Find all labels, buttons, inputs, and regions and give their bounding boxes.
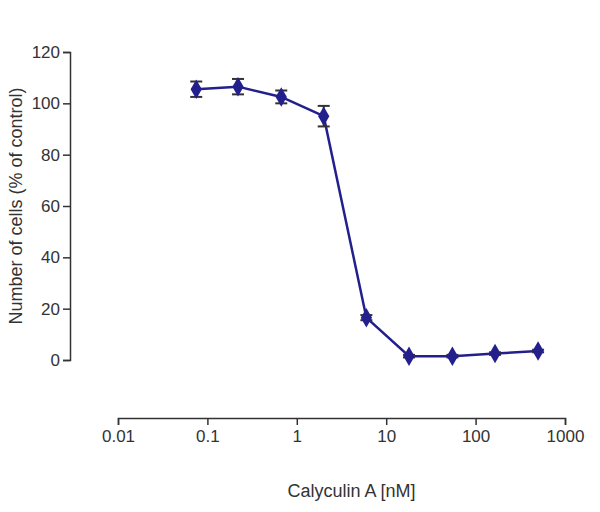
x-axis: 0.01 0.1 1 10 100 1000 <box>102 418 584 446</box>
y-tick-mark <box>63 360 70 362</box>
x-tick: 0.01 <box>102 418 135 446</box>
y-tick: 100 <box>32 94 70 113</box>
error-bar <box>318 106 330 127</box>
y-tick: 40 <box>41 248 70 267</box>
x-axis-title: Calyculin A [nM] <box>287 481 415 501</box>
x-tick-mark <box>207 418 209 425</box>
data-point <box>276 87 287 107</box>
x-tick: 1 <box>293 418 302 446</box>
y-tick-label: 100 <box>32 94 60 113</box>
y-tick-mark <box>63 257 70 259</box>
x-axis-line <box>119 419 566 426</box>
x-tick: 0.1 <box>196 418 220 446</box>
x-tick-mark <box>565 418 567 425</box>
y-axis-line <box>63 53 71 361</box>
x-tick-label: 1 <box>293 427 302 446</box>
x-tick: 1000 <box>547 418 585 446</box>
y-tick: 80 <box>41 146 70 165</box>
data-point <box>191 79 202 99</box>
plot-area <box>190 77 544 366</box>
y-tick: 60 <box>41 197 70 216</box>
y-tick-label: 40 <box>41 248 60 267</box>
chart: 0 20 40 60 80 100 120 0.01 0.1 1 10 100 1000 Calyculi… <box>0 0 600 512</box>
data-point <box>447 346 458 366</box>
y-tick-label: 0 <box>51 351 60 370</box>
x-tick-label: 0.01 <box>102 427 135 446</box>
data-point <box>232 77 243 97</box>
x-tick-label: 100 <box>462 427 490 446</box>
y-tick-mark <box>63 308 70 310</box>
x-tick: 10 <box>377 418 396 446</box>
y-tick: 20 <box>41 300 70 319</box>
data-point <box>318 106 329 126</box>
y-axis-title: Number of cells (% of control) <box>6 87 26 324</box>
x-tick-mark <box>118 418 120 425</box>
y-axis: 0 20 40 60 80 100 120 <box>32 43 71 370</box>
x-tick-mark <box>297 418 299 425</box>
y-tick-label: 80 <box>41 146 60 165</box>
x-tick-mark <box>386 418 388 425</box>
y-tick-label: 120 <box>32 43 60 62</box>
y-tick: 120 <box>32 43 70 62</box>
y-tick-mark <box>63 52 70 54</box>
data-point <box>532 341 543 361</box>
series-line <box>196 87 538 357</box>
x-tick-mark <box>475 418 477 425</box>
y-tick-label: 20 <box>41 300 60 319</box>
y-tick: 0 <box>51 351 70 370</box>
x-tick: 100 <box>462 418 490 446</box>
y-tick-mark <box>63 154 70 156</box>
y-tick-mark <box>63 206 70 208</box>
x-tick-label: 0.1 <box>196 427 220 446</box>
x-tick-label: 10 <box>377 427 396 446</box>
data-point <box>361 308 372 328</box>
data-point <box>489 344 500 364</box>
y-tick-mark <box>63 103 70 105</box>
data-point <box>403 346 414 366</box>
y-tick-label: 60 <box>41 197 60 216</box>
x-tick-label: 1000 <box>547 427 585 446</box>
